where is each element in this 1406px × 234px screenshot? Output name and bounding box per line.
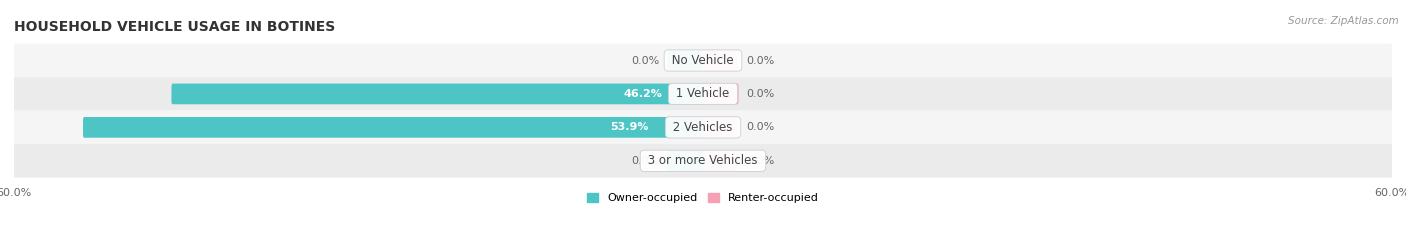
- Text: 1 Vehicle: 1 Vehicle: [672, 88, 734, 100]
- FancyBboxPatch shape: [14, 111, 1392, 144]
- FancyBboxPatch shape: [702, 50, 738, 71]
- FancyBboxPatch shape: [14, 77, 1392, 111]
- Text: 53.9%: 53.9%: [610, 122, 648, 132]
- Text: 2 Vehicles: 2 Vehicles: [669, 121, 737, 134]
- FancyBboxPatch shape: [83, 117, 704, 138]
- Text: 0.0%: 0.0%: [631, 156, 659, 166]
- Text: 0.0%: 0.0%: [747, 89, 775, 99]
- Text: 3 or more Vehicles: 3 or more Vehicles: [644, 154, 762, 167]
- FancyBboxPatch shape: [702, 117, 738, 138]
- Text: HOUSEHOLD VEHICLE USAGE IN BOTINES: HOUSEHOLD VEHICLE USAGE IN BOTINES: [14, 20, 335, 34]
- FancyBboxPatch shape: [668, 150, 704, 171]
- Text: 0.0%: 0.0%: [747, 156, 775, 166]
- Text: Source: ZipAtlas.com: Source: ZipAtlas.com: [1288, 16, 1399, 26]
- Text: 46.2%: 46.2%: [623, 89, 662, 99]
- Text: 0.0%: 0.0%: [747, 55, 775, 66]
- FancyBboxPatch shape: [14, 144, 1392, 178]
- Text: 0.0%: 0.0%: [747, 122, 775, 132]
- FancyBboxPatch shape: [702, 150, 738, 171]
- FancyBboxPatch shape: [172, 84, 704, 104]
- Text: No Vehicle: No Vehicle: [668, 54, 738, 67]
- Legend: Owner-occupied, Renter-occupied: Owner-occupied, Renter-occupied: [582, 189, 824, 208]
- FancyBboxPatch shape: [14, 44, 1392, 77]
- FancyBboxPatch shape: [702, 84, 738, 104]
- Text: 0.0%: 0.0%: [631, 55, 659, 66]
- FancyBboxPatch shape: [668, 50, 704, 71]
